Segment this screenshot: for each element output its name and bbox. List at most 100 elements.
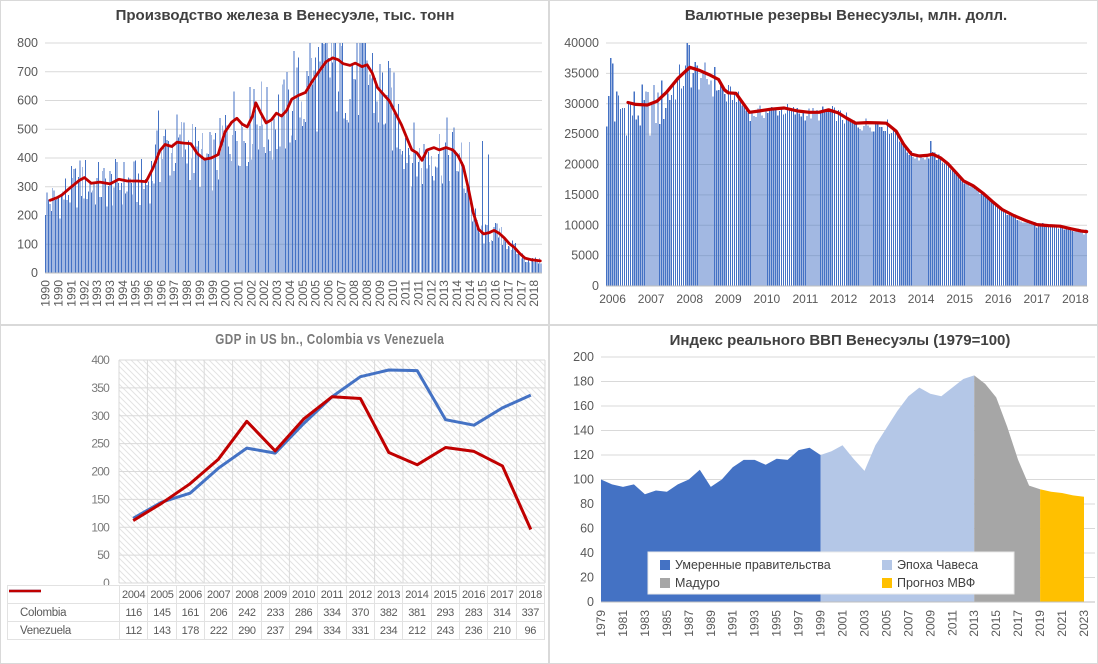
y-tick-label: 0: [31, 266, 38, 280]
svg-text:2006: 2006: [321, 280, 335, 307]
svg-text:2007: 2007: [334, 280, 348, 307]
value-cell: 143: [147, 621, 177, 640]
legend-swatch: [660, 578, 670, 588]
gdp-index-chart-title: Индекс реального ВВП Венесуэлы (1979=100…: [669, 332, 1011, 349]
svg-text:1993: 1993: [748, 610, 762, 637]
y-tick-label: 35000: [564, 66, 599, 80]
value-cell: 242: [232, 603, 262, 622]
svg-text:2011: 2011: [793, 292, 819, 306]
svg-text:2017: 2017: [1011, 610, 1025, 637]
svg-text:1990: 1990: [52, 280, 66, 307]
series-name: Venezuela: [20, 624, 72, 637]
svg-text:2017: 2017: [1024, 292, 1051, 306]
y-tick-label: 25000: [564, 127, 599, 141]
legend-swatch: [882, 560, 892, 570]
y-tick-label: 140: [573, 424, 594, 438]
y-tick-label: 60: [580, 522, 594, 536]
svg-text:1993: 1993: [103, 280, 117, 307]
year-header: 2006: [175, 585, 205, 604]
value-cell: 314: [487, 603, 517, 622]
svg-text:2001: 2001: [232, 280, 246, 307]
value-cell: 331: [345, 621, 375, 640]
bars-series: [45, 43, 542, 274]
svg-text:2002: 2002: [257, 280, 271, 307]
svg-text:2008: 2008: [360, 280, 374, 307]
value-cell: 116: [118, 603, 149, 622]
x-axis-labels: 2006 2007 2008 2009 2010 2011 2012 2013 2014 2015…: [599, 292, 1089, 306]
legend-swatch: [882, 578, 892, 588]
gridlines: [118, 359, 546, 584]
svg-text:1997: 1997: [792, 610, 806, 637]
svg-text:2009: 2009: [923, 610, 937, 637]
y-tick-label: 100: [17, 237, 38, 251]
svg-text:200: 200: [91, 465, 110, 479]
year-header: 2008: [232, 585, 262, 604]
year-header: 2004: [118, 585, 149, 604]
y-tick-label: 15000: [564, 188, 599, 202]
y-tick-label: 160: [573, 399, 594, 413]
svg-text:1991: 1991: [64, 280, 78, 307]
year-header: 2015: [430, 585, 460, 604]
year-header: 2009: [260, 585, 290, 604]
y-tick-label: 40: [580, 546, 594, 560]
svg-text:1998: 1998: [180, 280, 194, 307]
y-tick-label: 0: [587, 595, 594, 609]
value-cell: 337: [515, 603, 546, 622]
table-row-colombia: Colombia 116 145 161 206 242 233 286 334 370 382 38…: [7, 589, 546, 622]
value-cell: 234: [373, 621, 404, 640]
y-tick-label: 100: [573, 473, 594, 487]
y-tick-label: 200: [573, 350, 594, 364]
svg-text:250: 250: [91, 437, 110, 451]
year-header: 2011: [317, 585, 347, 604]
y-tick-label: 5000: [571, 249, 599, 263]
svg-text:2016: 2016: [985, 292, 1012, 306]
value-cell: 222: [203, 621, 234, 640]
value-cell: 243: [430, 621, 460, 640]
y-tick-label: 600: [17, 94, 38, 108]
value-cell: 233: [260, 603, 290, 622]
svg-text:2012: 2012: [831, 292, 858, 306]
bars-series: [606, 43, 1087, 287]
y-tick-label: 20000: [564, 158, 599, 172]
value-cell: 161: [175, 603, 205, 622]
legend-swatch: [660, 560, 670, 570]
y-axis-labels: 0 50 100 150 200 250 300 350 400: [91, 353, 111, 590]
y-tick-label: 10000: [564, 218, 599, 232]
y-tick-label: 30000: [564, 97, 599, 111]
table-row-venezuela: Venezuela 112 143 178 222 290 237 294 334 331 234 2…: [7, 589, 546, 640]
svg-text:1991: 1991: [726, 610, 740, 637]
y-tick-label: 300: [17, 180, 38, 194]
svg-text:2009: 2009: [715, 292, 742, 306]
svg-text:2002: 2002: [244, 280, 258, 307]
svg-text:2005: 2005: [296, 280, 310, 307]
svg-text:2008: 2008: [347, 280, 361, 307]
svg-text:2001: 2001: [836, 610, 850, 637]
svg-text:2010: 2010: [386, 280, 400, 307]
year-header: 2014: [402, 585, 432, 604]
gdp-chart-canvas: 0 50 100 150 200 250 300 350 400: [91, 353, 546, 590]
svg-text:0: 0: [103, 576, 110, 590]
svg-text:1983: 1983: [638, 610, 652, 637]
area-segment: [1040, 489, 1084, 602]
svg-text:1993: 1993: [90, 280, 104, 307]
y-tick-label: 500: [17, 122, 38, 136]
year-header: 2012: [345, 585, 375, 604]
svg-text:1985: 1985: [660, 610, 674, 637]
legend-label: Прогноз МВФ: [897, 576, 975, 590]
gridlines: [45, 42, 542, 274]
svg-text:1990: 1990: [39, 280, 53, 307]
svg-text:2011: 2011: [945, 610, 959, 636]
y-tick-label: 180: [573, 375, 594, 389]
reserves-chart-title: Валютные резервы Венесуэлы, млн. долл.: [684, 7, 1008, 24]
svg-text:2009: 2009: [373, 280, 387, 307]
value-cell: 96: [515, 621, 546, 640]
year-header: 2007: [203, 585, 234, 604]
svg-text:2013: 2013: [869, 292, 896, 306]
legend-label: Эпоха Чавеса: [897, 558, 978, 572]
svg-text:1994: 1994: [116, 280, 130, 307]
trend-line: [626, 65, 1089, 234]
y-tick-label: 800: [17, 36, 38, 50]
y-tick-label: 0: [592, 279, 599, 293]
svg-text:1989: 1989: [704, 610, 718, 637]
